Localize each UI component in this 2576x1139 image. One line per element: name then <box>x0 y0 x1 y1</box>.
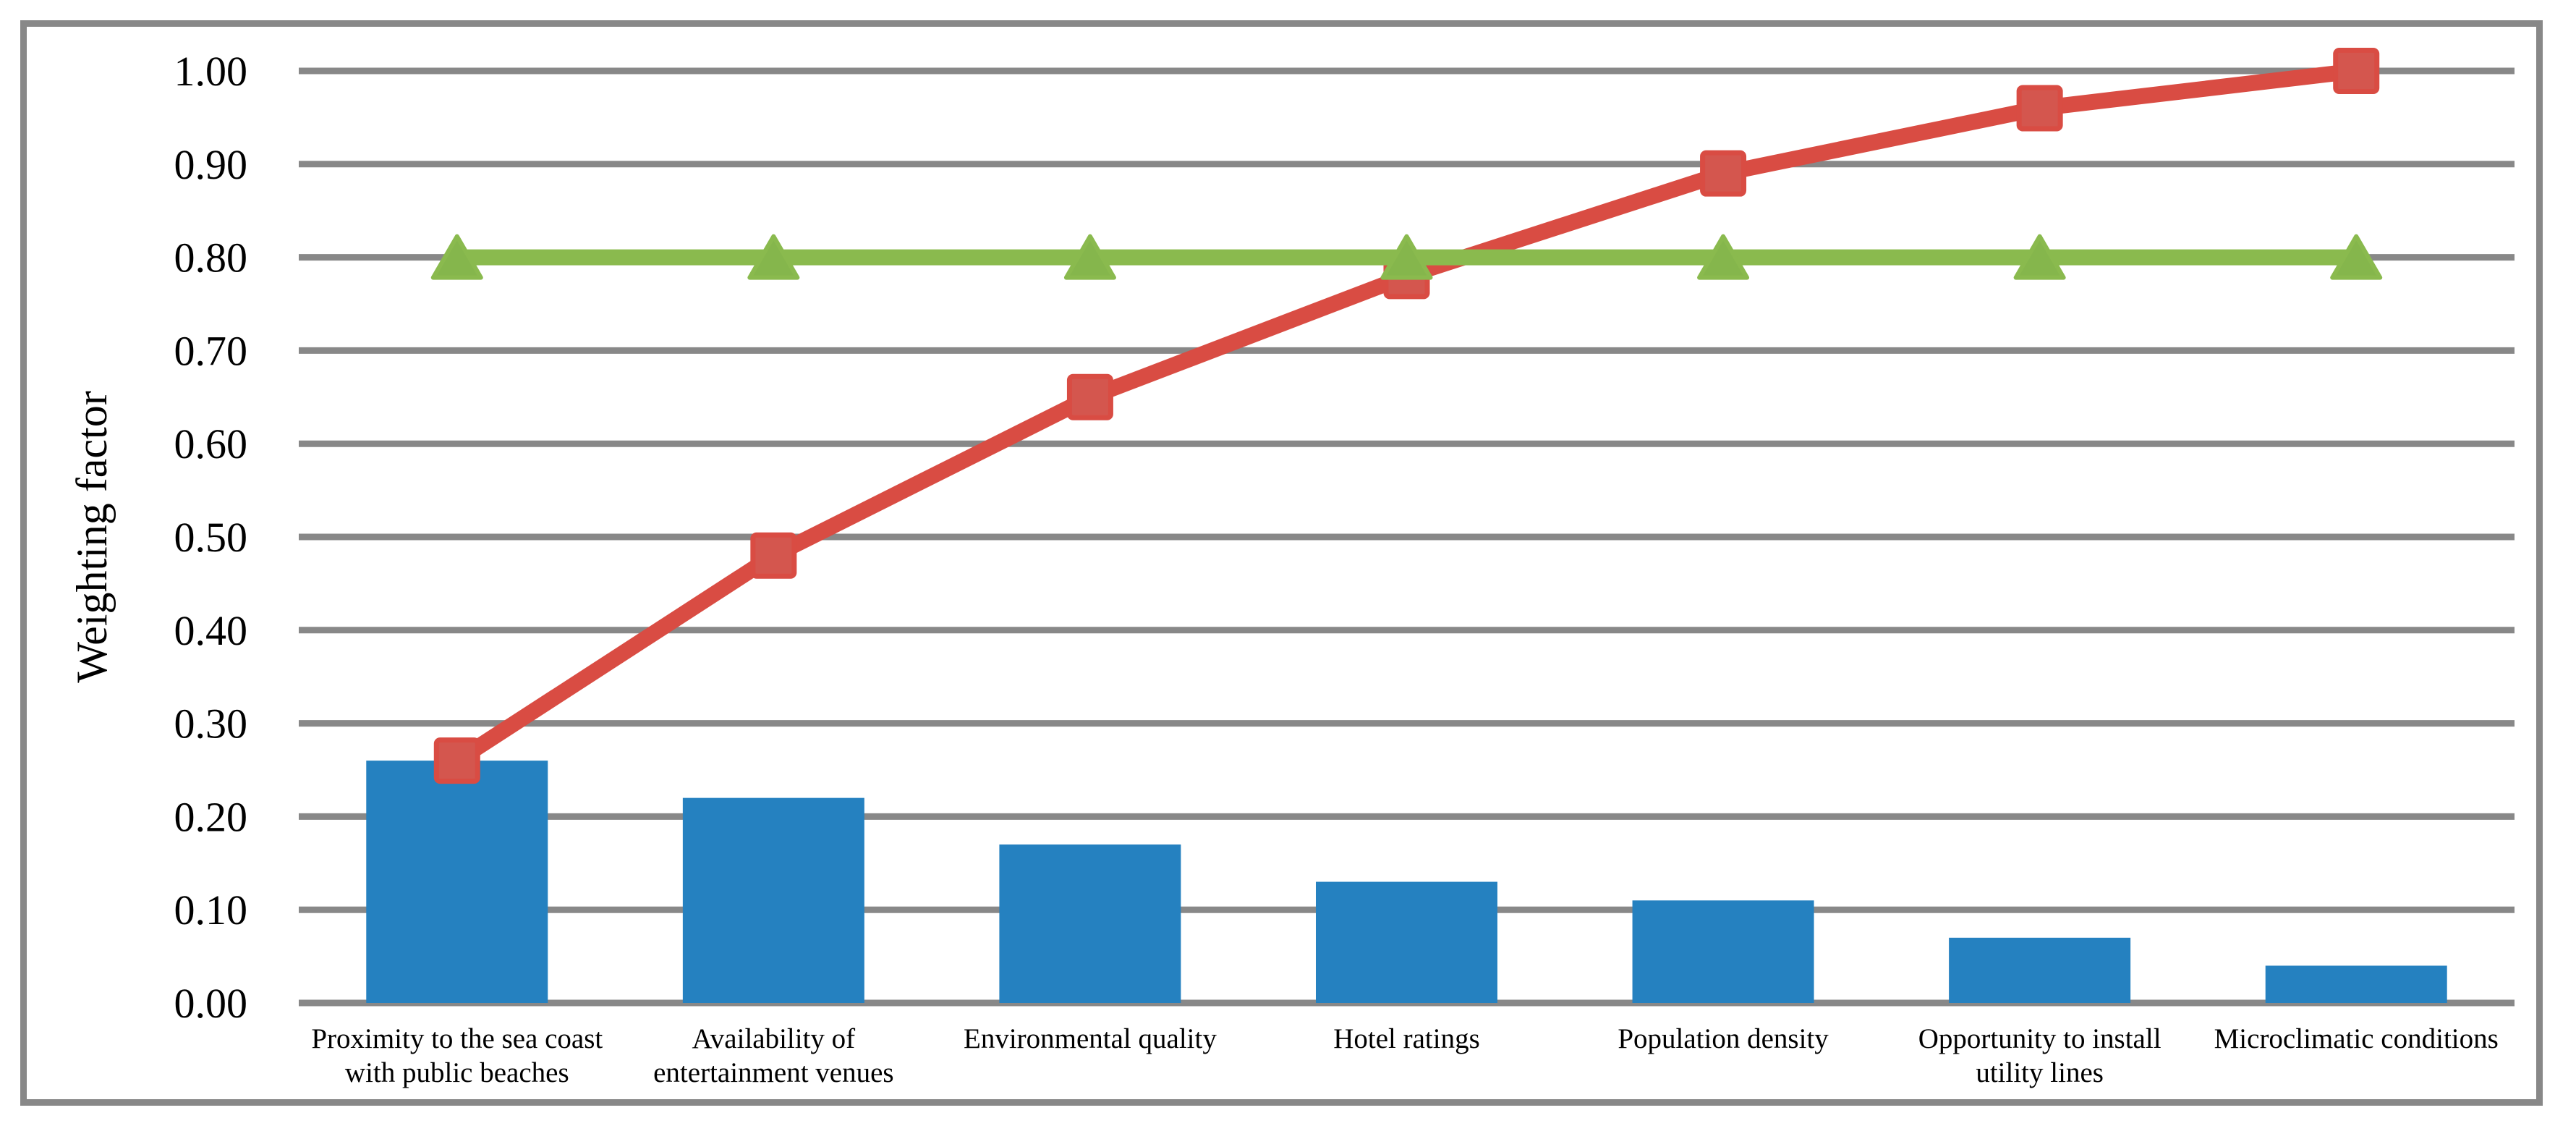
y-tick-label: 0.50 <box>174 514 248 561</box>
x-category-label-line: Proximity to the sea coast <box>311 1023 603 1054</box>
bar-4 <box>1632 900 1814 1003</box>
cumulative-marker-icon <box>750 532 797 579</box>
cumulative-line <box>452 63 2358 768</box>
x-category-label: Availability of entertainment venues <box>653 1023 893 1088</box>
cumulative-marker-icon <box>1700 150 1747 197</box>
y-tick-label: 0.70 <box>174 327 248 374</box>
x-category-label-line: Opportunity to install <box>1918 1023 2161 1054</box>
y-tick-label: 0.40 <box>174 607 248 654</box>
y-tick-label: 0.10 <box>174 886 248 933</box>
x-category-label-line: utility lines <box>1976 1057 2104 1088</box>
cumulative-marker-icon <box>2333 48 2380 94</box>
x-category-label-line: Environmental quality <box>964 1023 1217 1054</box>
threshold-marker-icon <box>1063 234 1116 280</box>
x-category-label: Population density <box>1618 1023 1829 1054</box>
x-category-label: Hotel ratings <box>1333 1023 1480 1054</box>
x-category-label-line: with public beaches <box>345 1057 569 1088</box>
x-category-label: Environmental quality <box>964 1023 1217 1054</box>
cumulative-marker-icon <box>1066 373 1113 420</box>
x-category-label-line: Population density <box>1618 1023 1829 1054</box>
y-tick-label: 0.30 <box>174 700 248 748</box>
threshold-marker-icon <box>430 234 483 280</box>
cumulative-marker-icon <box>433 737 480 784</box>
bar-6 <box>2265 965 2447 1003</box>
threshold-marker-icon <box>2013 234 2066 280</box>
y-tick-label: 0.80 <box>174 234 248 281</box>
bar-0 <box>366 761 548 1003</box>
bar-3 <box>1316 881 1497 1003</box>
y-tick-label: 0.60 <box>174 420 248 467</box>
bar-1 <box>682 797 864 1003</box>
x-category-label-line: Microclimatic conditions <box>2214 1023 2499 1054</box>
x-category-label-line: Hotel ratings <box>1333 1023 1480 1054</box>
x-category-label: Opportunity to install utility lines <box>1918 1023 2161 1088</box>
y-tick-label: 1.00 <box>174 48 248 95</box>
x-category-label: Proximity to the sea coast with public be… <box>311 1023 603 1088</box>
y-tick-label: 0.90 <box>174 141 248 188</box>
cumulative-marker-icon <box>2016 85 2063 132</box>
x-category-label: Microclimatic conditions <box>2214 1023 2499 1054</box>
threshold-marker-icon <box>1697 234 1750 280</box>
y-tick-label: 0.20 <box>174 793 248 840</box>
threshold-marker-icon <box>747 234 800 280</box>
x-category-label-line: entertainment venues <box>653 1057 893 1088</box>
bar-2 <box>999 844 1181 1003</box>
x-category-label-line: Availability of <box>692 1023 856 1054</box>
y-axis-title: Weighting factor <box>68 391 116 682</box>
threshold-marker-icon <box>2330 234 2383 280</box>
y-tick-label: 0.00 <box>174 980 248 1027</box>
threshold-marker-icon <box>1380 234 1433 280</box>
bar-5 <box>1949 937 2131 1003</box>
